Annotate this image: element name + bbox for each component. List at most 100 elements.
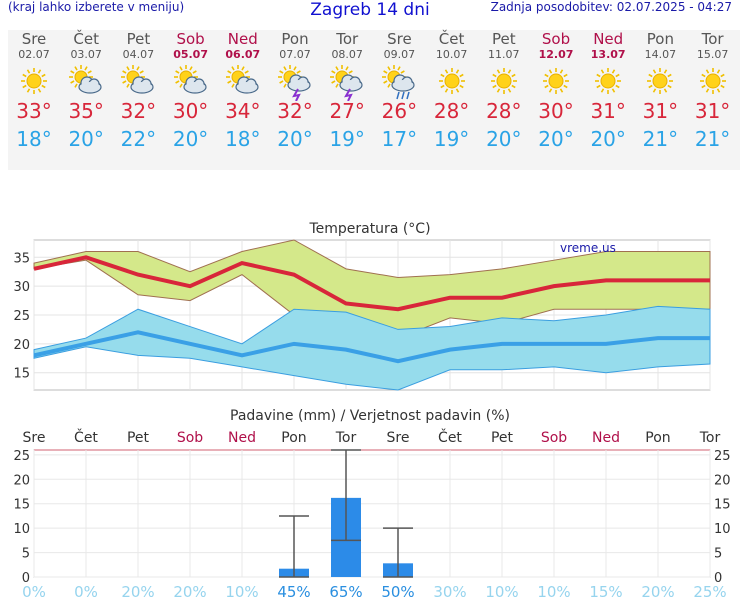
day-column: Pet 11.07 28° 20° — [478, 30, 530, 151]
day-name: Sre — [21, 30, 47, 48]
min-temp: 20° — [277, 127, 313, 151]
day-date: 14.07 — [644, 48, 677, 61]
x-tick-label: Čet — [438, 428, 462, 446]
day-column: Čet 03.07 35° 20° — [60, 30, 112, 151]
max-temp: 30° — [538, 99, 574, 123]
x-tick-label: Sob — [177, 430, 203, 446]
day-column: Tor 15.07 31° 21° — [687, 30, 739, 151]
sun-rain-icon — [382, 65, 415, 100]
sun-icon — [21, 68, 47, 94]
probability-label: 20% — [641, 583, 674, 600]
y-tick-label-right: 25 — [714, 449, 731, 464]
day-name: Pet — [491, 30, 516, 48]
max-temp: 35° — [68, 99, 104, 123]
probability-label: 15% — [589, 583, 622, 600]
day-date: 09.07 — [383, 48, 416, 61]
day-date: 12.07 — [538, 48, 574, 61]
probability-label: 10% — [485, 583, 518, 600]
forecast-strip: Sre 02.07 33° 18° Čet 03.07 35° 20° Pet 04.07 32° 2… — [8, 30, 740, 170]
day-date: 15.07 — [696, 48, 729, 61]
probability-label: 0% — [22, 583, 46, 600]
day-name: Čet — [73, 30, 99, 48]
y-tick-label: 5 — [22, 547, 30, 562]
probability-label: 10% — [225, 583, 258, 600]
sun-icon — [595, 68, 622, 94]
x-tick-label: Ned — [592, 430, 620, 446]
x-tick-label: Sob — [541, 430, 567, 446]
day-column: Čet 10.07 28° 19° — [426, 30, 478, 151]
probability-label: 45% — [277, 583, 310, 600]
page-title: Zagreb 14 dni — [310, 0, 430, 20]
day-column: Ned 06.07 34° 18° — [217, 30, 269, 151]
chart-title: Padavine (mm) / Verjetnost padavin (%) — [230, 408, 510, 424]
x-tick-label: Sre — [387, 430, 410, 446]
y-tick-label: 0 — [22, 571, 30, 586]
day-date: 10.07 — [435, 48, 468, 61]
min-temp: 20° — [486, 127, 522, 151]
max-temp: 34° — [225, 99, 261, 123]
day-date: 03.07 — [70, 48, 102, 61]
sun-icon — [543, 68, 569, 94]
sun-icon — [438, 68, 465, 94]
day-column: Sre 02.07 33° 18° — [8, 30, 60, 151]
day-name: Sob — [541, 30, 571, 48]
day-column: Pon 14.07 31° 21° — [634, 30, 686, 151]
sun-cloud-icon — [121, 65, 154, 94]
y-tick-label-right: 15 — [714, 498, 731, 513]
min-temp: 18° — [225, 127, 261, 151]
chart-title: Temperatura (°C) — [308, 221, 430, 237]
temperature-chart: Temperatura (°C) 15 20 25 30 35 vreme.us — [13, 221, 711, 391]
day-date: 07.07 — [279, 48, 311, 61]
day-date: 06.07 — [225, 48, 261, 61]
max-temp: 32° — [120, 99, 157, 123]
day-date: 08.07 — [331, 48, 363, 61]
menu-hint[interactable]: (kraj lahko izberete v meniju) — [8, 0, 185, 14]
probability-label: 20% — [121, 583, 154, 600]
day-date: 02.07 — [18, 48, 50, 61]
day-column: Ned 13.07 31° 20° — [582, 30, 634, 151]
day-column: Sob 12.07 30° 20° — [530, 30, 582, 151]
y-tick-label: 25 — [13, 309, 30, 324]
day-column: Pet 04.07 32° 22° — [112, 30, 164, 151]
day-name: Sre — [387, 30, 412, 48]
min-temp: 20° — [68, 127, 104, 151]
min-temp: 20° — [590, 127, 626, 151]
sun-cloud-icon — [69, 65, 102, 94]
day-name: Tor — [336, 30, 359, 48]
y-tick-label: 10 — [13, 522, 30, 537]
probability-label: 30% — [433, 583, 466, 600]
x-tick-label: Pon — [645, 430, 670, 446]
day-name: Pon — [281, 30, 309, 48]
day-column: Tor 08.07 27° 19° — [321, 30, 373, 151]
day-name: Tor — [701, 30, 724, 48]
max-temp-line — [33, 255, 710, 312]
sun-cloud-icon — [173, 65, 207, 94]
day-date: 04.07 — [122, 48, 155, 61]
x-tick-label: Ned — [228, 430, 256, 446]
x-tick-label: Čet — [74, 428, 98, 446]
day-date: 05.07 — [173, 48, 208, 61]
y-tick-label: 20 — [13, 473, 30, 488]
x-tick-label: Pet — [127, 430, 150, 446]
min-temp: 21° — [694, 127, 731, 151]
probability-label: 65% — [329, 583, 362, 600]
sun-icon — [490, 68, 517, 94]
min-temp: 17° — [381, 127, 418, 151]
min-temp: 19° — [329, 127, 365, 151]
x-tick-label: Pon — [281, 430, 306, 446]
watermark: vreme.us — [560, 241, 616, 255]
last-updated: Zadnja posodobitev: 02.07.2025 - 04:27 — [490, 0, 732, 14]
max-temp: 31° — [590, 99, 626, 123]
sun-icon — [647, 68, 674, 94]
probability-label: 0% — [74, 583, 98, 600]
max-temp: 27° — [329, 99, 365, 123]
sun-storm-icon — [278, 65, 311, 102]
x-tick-label: Pet — [491, 430, 514, 446]
y-tick-label-right: 0 — [714, 571, 722, 586]
plot-area — [33, 449, 711, 578]
min-temp: 21° — [642, 127, 679, 151]
y-tick-label: 25 — [13, 449, 30, 464]
y-tick-label: 30 — [13, 280, 30, 295]
max-temp: 26° — [381, 99, 418, 123]
y-tick-label: 35 — [13, 251, 30, 266]
